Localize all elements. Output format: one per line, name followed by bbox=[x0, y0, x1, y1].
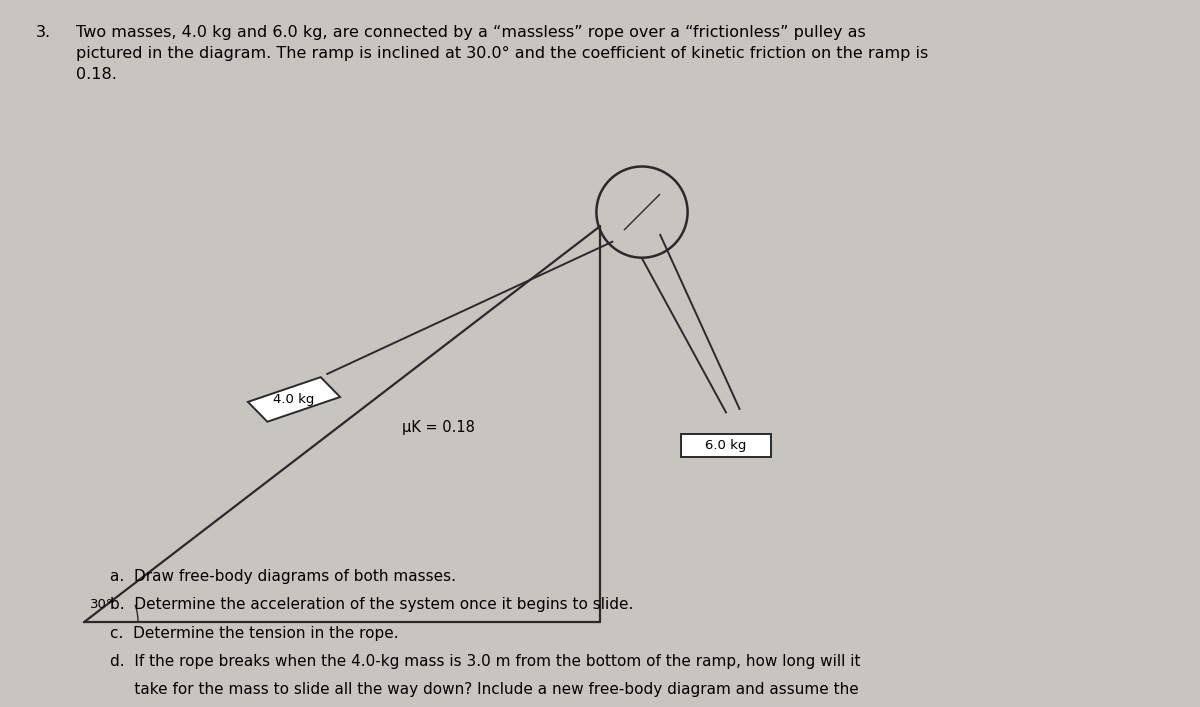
FancyBboxPatch shape bbox=[682, 434, 772, 457]
Text: 6.0 kg: 6.0 kg bbox=[706, 439, 746, 452]
Text: take for the mass to slide all the way down? Include a new free-body diagram and: take for the mass to slide all the way d… bbox=[110, 682, 859, 697]
Text: 4.0 kg: 4.0 kg bbox=[274, 393, 314, 406]
Text: pictured in the diagram. The ramp is inclined at 30.0° and the coefficient of ki: pictured in the diagram. The ramp is inc… bbox=[76, 46, 928, 61]
Text: 30°: 30° bbox=[90, 598, 114, 611]
Text: a.  Draw free-body diagrams of both masses.: a. Draw free-body diagrams of both masse… bbox=[110, 569, 456, 584]
Text: Two masses, 4.0 kg and 6.0 kg, are connected by a “massless” rope over a “fricti: Two masses, 4.0 kg and 6.0 kg, are conne… bbox=[76, 25, 865, 40]
Text: d.  If the rope breaks when the 4.0-kg mass is 3.0 m from the bottom of the ramp: d. If the rope breaks when the 4.0-kg ma… bbox=[110, 654, 860, 669]
Polygon shape bbox=[248, 377, 340, 422]
Text: c.  Determine the tension in the rope.: c. Determine the tension in the rope. bbox=[110, 626, 400, 641]
Text: 0.18.: 0.18. bbox=[76, 67, 116, 82]
Text: 3.: 3. bbox=[36, 25, 52, 40]
Text: b.  Determine the acceleration of the system once it begins to slide.: b. Determine the acceleration of the sys… bbox=[110, 597, 634, 612]
Text: μK = 0.18: μK = 0.18 bbox=[402, 420, 475, 436]
